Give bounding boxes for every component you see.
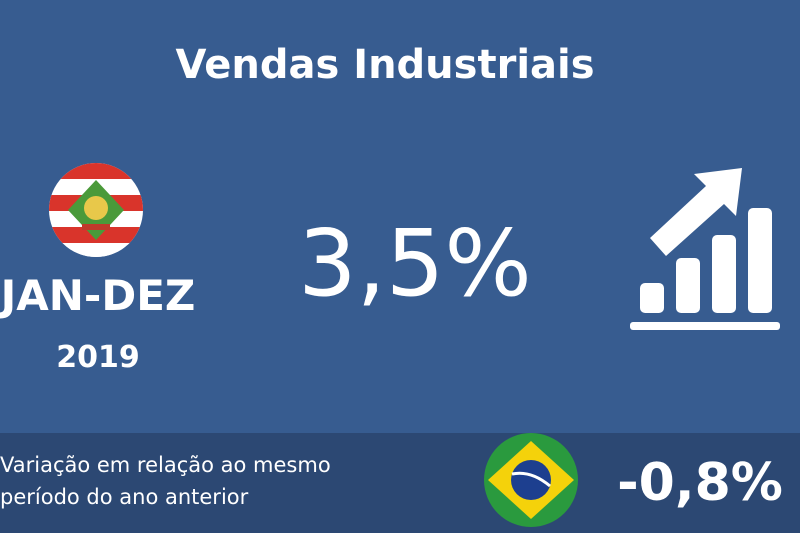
state-value: 3,5% — [298, 210, 532, 317]
caption-line: Variação em relação ao mesmo — [0, 453, 331, 477]
growth-icon — [630, 168, 780, 330]
brazil-flag — [484, 433, 578, 527]
period-label: JAN-DEZ — [0, 271, 195, 320]
title: Vendas Industriais — [175, 42, 594, 88]
period-year: 2019 — [56, 340, 140, 375]
footer-band — [0, 433, 800, 533]
caption-line: período do ano anterior — [0, 485, 249, 509]
national-value: -0,8% — [617, 453, 783, 513]
